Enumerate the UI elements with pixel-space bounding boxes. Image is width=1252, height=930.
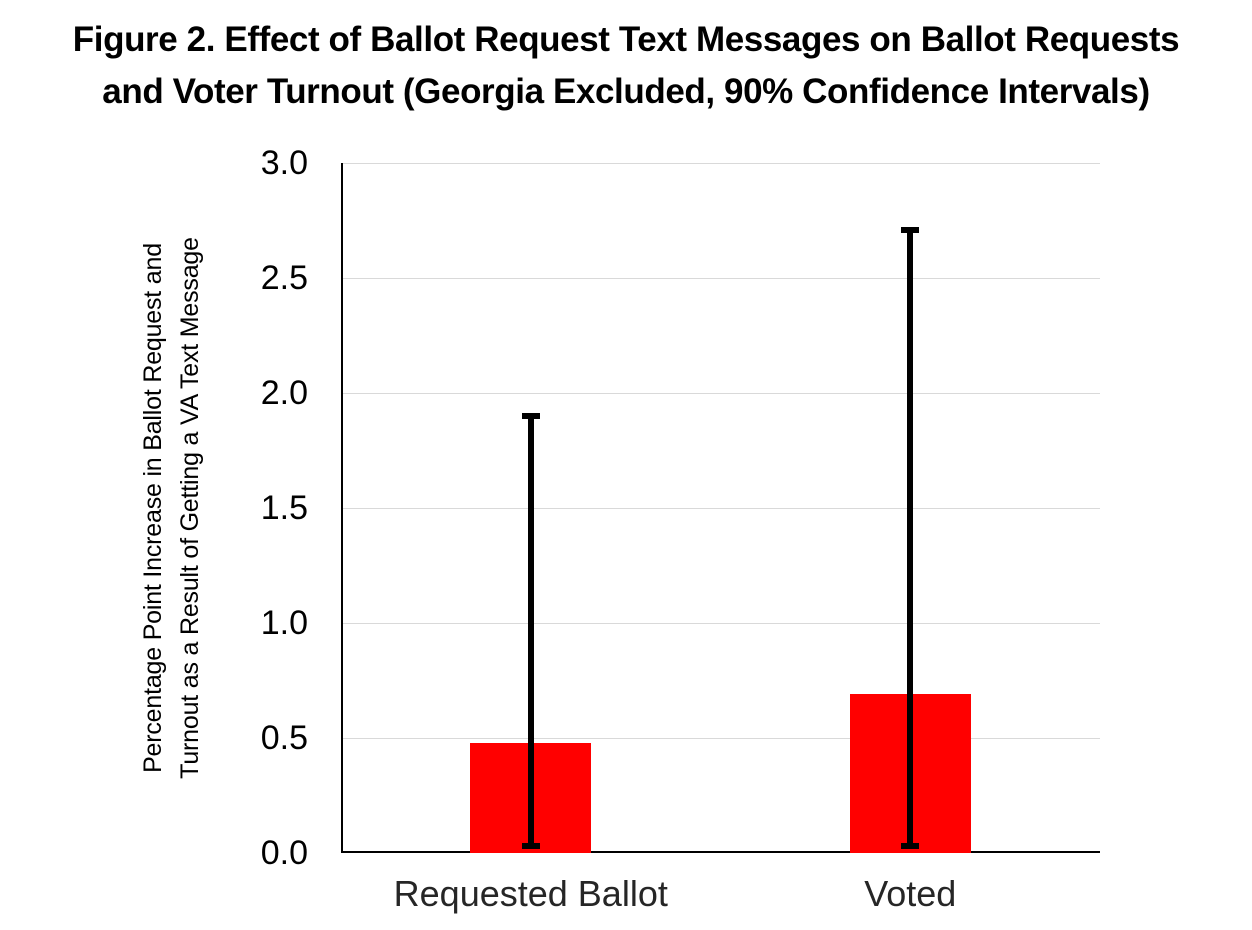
- error-bar-cap-bottom-voted: [901, 843, 920, 850]
- y-tick-label-0.5: 0.5: [260, 719, 308, 757]
- y-tick-label-0.0: 0.0: [260, 834, 308, 872]
- gridline-2.5: [343, 277, 1100, 279]
- error-bar-cap-top-requested-ballot: [521, 413, 540, 419]
- figure-title-line-1: Figure 2. Effect of Ballot Request Text …: [72, 20, 1180, 59]
- x-category-label-voted: Voted: [864, 873, 957, 914]
- error-bar-cap-bottom-requested-ballot: [521, 843, 540, 850]
- y-tick-label-1.0: 1.0: [260, 604, 308, 642]
- y-tick-label-2.5: 2.5: [260, 259, 308, 297]
- gridline-1: [343, 622, 1100, 624]
- error-bar-cap-top-voted: [901, 226, 920, 233]
- error-bar-voted: [907, 229, 914, 847]
- gridline-3: [343, 162, 1100, 164]
- figure-title: Figure 2. Effect of Ballot Request Text …: [0, 14, 1252, 118]
- plot-area: [341, 162, 1100, 853]
- y-tick-label-2.0: 2.0: [260, 374, 308, 412]
- gridline-2: [343, 392, 1100, 394]
- gridline-0.5: [343, 737, 1100, 739]
- gridline-1.5: [343, 507, 1100, 509]
- y-tick-label-1.5: 1.5: [260, 489, 308, 527]
- figure-title-line-2: and Voter Turnout (Georgia Excluded, 90%…: [102, 72, 1150, 111]
- error-bar-requested-ballot: [527, 416, 534, 847]
- x-category-label-requested-ballot: Requested Ballot: [393, 873, 668, 914]
- y-tick-label-3.0: 3.0: [260, 144, 308, 182]
